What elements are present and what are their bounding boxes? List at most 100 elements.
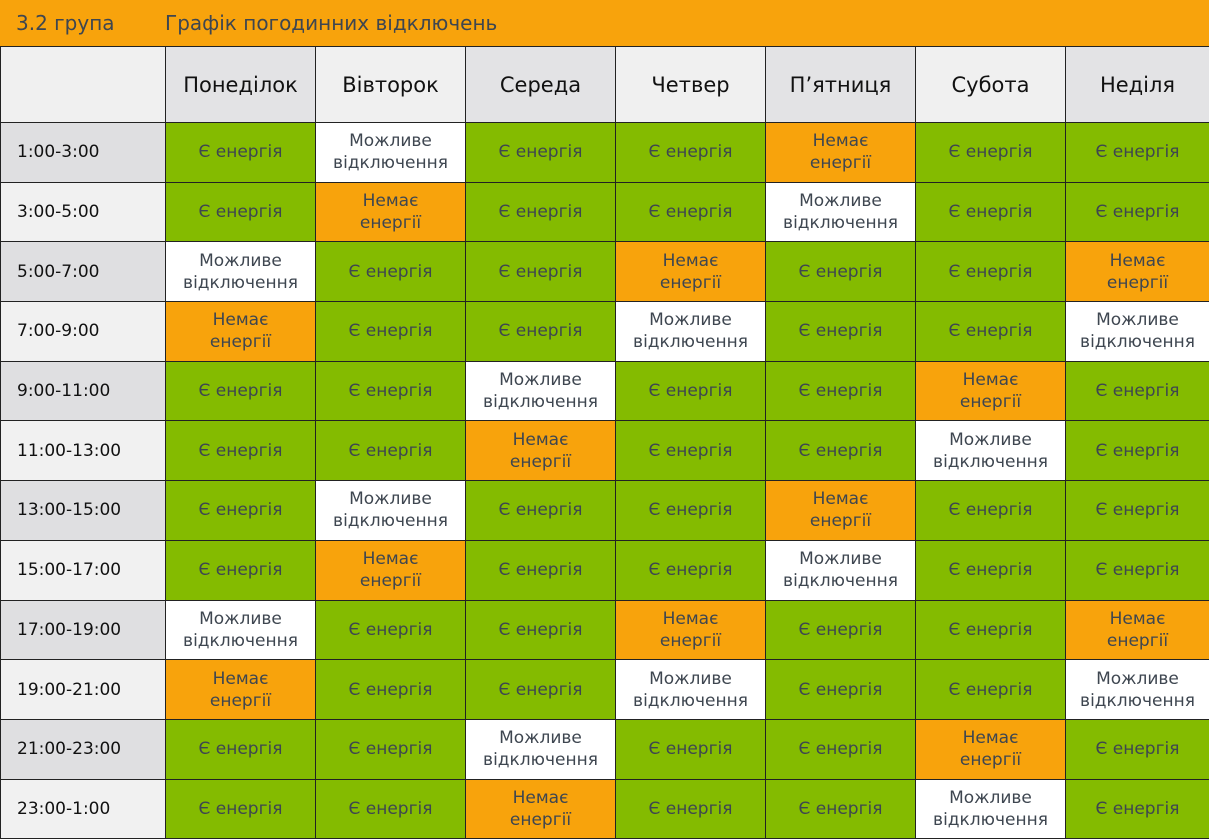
status-cell: Є енергія (466, 182, 616, 242)
status-cell: Є енергія (466, 660, 616, 720)
status-cell: Можливе відключення (316, 123, 466, 183)
day-header: Середа (466, 47, 616, 123)
status-cell: Є енергія (616, 779, 766, 839)
day-header: П’ятниця (766, 47, 916, 123)
status-cell: Немає енергії (916, 719, 1066, 779)
time-slot: 19:00-21:00 (1, 660, 166, 720)
status-cell: Немає енергії (766, 123, 916, 183)
status-cell: Немає енергії (316, 182, 466, 242)
status-cell: Немає енергії (616, 242, 766, 302)
status-cell: Є енергія (916, 660, 1066, 720)
status-cell: Є енергія (166, 779, 316, 839)
status-cell: Є енергія (1066, 481, 1209, 541)
status-cell: Можливе відключення (466, 361, 616, 421)
time-slot: 5:00-7:00 (1, 242, 166, 302)
status-cell: Є енергія (616, 540, 766, 600)
status-cell: Є енергія (616, 421, 766, 481)
status-cell: Є енергія (166, 361, 316, 421)
time-slot: 11:00-13:00 (1, 421, 166, 481)
status-cell: Є енергія (766, 719, 916, 779)
status-cell: Є енергія (766, 779, 916, 839)
status-cell: Є енергія (766, 421, 916, 481)
status-cell: Є енергія (316, 660, 466, 720)
status-cell: Можливе відключення (916, 421, 1066, 481)
status-cell: Немає енергії (466, 779, 616, 839)
time-slot: 15:00-17:00 (1, 540, 166, 600)
status-cell: Є енергія (616, 361, 766, 421)
status-cell: Є енергія (766, 302, 916, 362)
time-slot: 21:00-23:00 (1, 719, 166, 779)
status-cell: Є енергія (316, 242, 466, 302)
status-cell: Можливе відключення (166, 242, 316, 302)
status-cell: Є енергія (916, 242, 1066, 302)
status-cell: Є енергія (766, 660, 916, 720)
status-cell: Є енергія (616, 481, 766, 541)
status-cell: Є енергія (616, 123, 766, 183)
status-cell: Немає енергії (166, 302, 316, 362)
status-cell: Є енергія (1066, 182, 1209, 242)
time-slot: 9:00-11:00 (1, 361, 166, 421)
status-cell: Немає енергії (466, 421, 616, 481)
status-cell: Є енергія (916, 600, 1066, 660)
status-cell: Можливе відключення (166, 600, 316, 660)
status-cell: Можливе відключення (616, 302, 766, 362)
status-cell: Є енергія (166, 481, 316, 541)
status-cell: Є енергія (1066, 540, 1209, 600)
time-slot: 23:00-1:00 (1, 779, 166, 839)
time-slot: 3:00-5:00 (1, 182, 166, 242)
status-cell: Є енергія (916, 540, 1066, 600)
status-cell: Є енергія (316, 719, 466, 779)
status-cell: Немає енергії (1066, 600, 1209, 660)
status-cell: Є енергія (1066, 719, 1209, 779)
status-cell: Можливе відключення (916, 779, 1066, 839)
status-cell: Немає енергії (766, 481, 916, 541)
time-slot: 7:00-9:00 (1, 302, 166, 362)
status-cell: Є енергія (316, 361, 466, 421)
status-cell: Є енергія (166, 719, 316, 779)
status-cell: Є енергія (766, 361, 916, 421)
time-slot: 13:00-15:00 (1, 481, 166, 541)
status-cell: Є енергія (166, 182, 316, 242)
status-cell: Є енергія (916, 302, 1066, 362)
status-cell: Немає енергії (316, 540, 466, 600)
status-cell: Є енергія (316, 779, 466, 839)
status-cell: Є енергія (466, 481, 616, 541)
day-header: Субота (916, 47, 1066, 123)
status-cell: Є енергія (1066, 361, 1209, 421)
page-title: Графік погодинних відключень (165, 11, 497, 35)
status-cell: Можливе відключення (1066, 302, 1209, 362)
day-header: Неділя (1066, 47, 1209, 123)
status-cell: Є енергія (466, 540, 616, 600)
day-header: Вівторок (316, 47, 466, 123)
status-cell: Є енергія (316, 600, 466, 660)
status-cell: Є енергія (616, 182, 766, 242)
status-cell: Є енергія (1066, 123, 1209, 183)
status-cell: Немає енергії (1066, 242, 1209, 302)
status-cell: Є енергія (316, 302, 466, 362)
status-cell: Немає енергії (166, 660, 316, 720)
status-cell: Є енергія (616, 719, 766, 779)
status-cell: Є енергія (166, 123, 316, 183)
status-cell: Є енергія (466, 123, 616, 183)
status-cell: Можливе відключення (1066, 660, 1209, 720)
status-cell: Є енергія (766, 600, 916, 660)
status-cell: Є енергія (1066, 421, 1209, 481)
status-cell: Є енергія (466, 600, 616, 660)
status-cell: Можливе відключення (316, 481, 466, 541)
status-cell: Є енергія (166, 421, 316, 481)
status-cell: Є енергія (466, 302, 616, 362)
status-cell: Є енергія (916, 182, 1066, 242)
status-cell: Є енергія (1066, 779, 1209, 839)
status-cell: Є енергія (166, 540, 316, 600)
